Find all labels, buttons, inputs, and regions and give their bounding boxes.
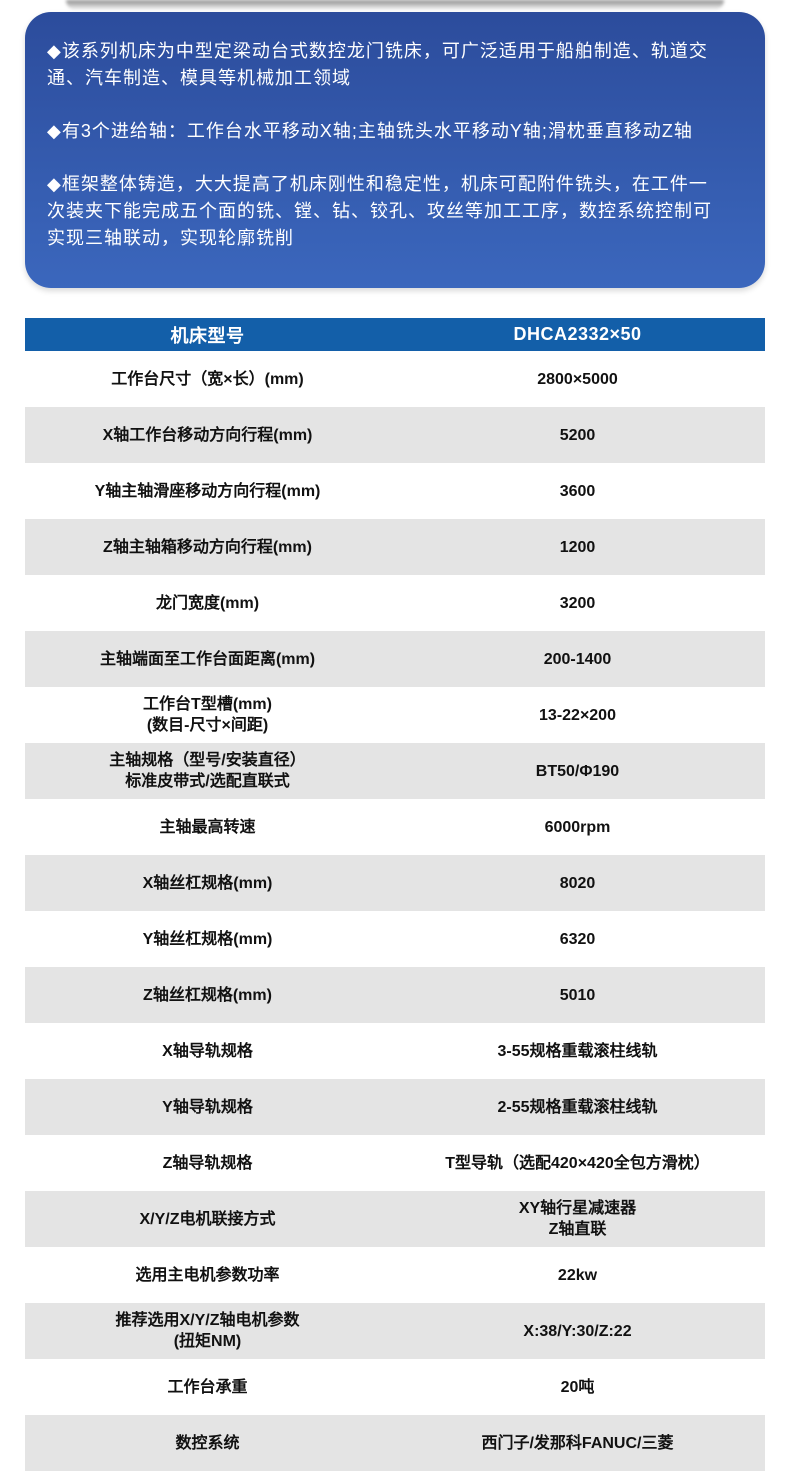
table-row: 主轴规格（型号/安装直径） 标准皮带式/选配直联式 BT50/Φ190 (25, 743, 765, 799)
table-row: 数控系统 西门子/发那科FANUC/三菱 (25, 1415, 765, 1471)
spec-label: 数控系统 (175, 1434, 240, 1452)
table-row: Y轴主轴滑座移动方向行程(mm) 3600 (25, 463, 765, 519)
header-parameter-label: 机床型号 (170, 325, 245, 346)
table-row: Z轴主轴箱移动方向行程(mm) 1200 (25, 519, 765, 575)
spec-value: 5200 (559, 426, 596, 444)
table-row: Z轴导轨规格 T型导轨（选配420×420全包方滑枕） (25, 1135, 765, 1191)
spec-label: 推荐选用X/Y/Z轴电机参数 (扭矩NM) (115, 1312, 300, 1350)
spec-label: X轴导轨规格 (162, 1042, 253, 1060)
table-row: 工作台T型槽(mm) (数目-尺寸×间距) 13-22×200 (25, 687, 765, 743)
spec-label: Z轴导轨规格 (162, 1154, 253, 1172)
spec-label: 工作台T型槽(mm) (数目-尺寸×间距) (143, 696, 272, 734)
spec-label: X/Y/Z电机联接方式 (139, 1210, 276, 1228)
table-row: Z轴丝杠规格(mm) 5010 (25, 967, 765, 1023)
spec-label: 主轴最高转速 (159, 818, 256, 836)
spec-value: 5010 (559, 986, 596, 1004)
spec-label: Z轴主轴箱移动方向行程(mm) (103, 538, 312, 556)
spec-rows: 工作台尺寸（宽×长）(mm) 2800×5000 X轴工作台移动方向行程(mm)… (25, 351, 765, 1471)
spec-label: 选用主电机参数功率 (135, 1266, 280, 1284)
spec-value: T型导轨（选配420×420全包方滑枕） (445, 1154, 710, 1172)
table-row: 主轴最高转速 6000rpm (25, 799, 765, 855)
table-row: Y轴丝杠规格(mm) 6320 (25, 911, 765, 967)
spec-label: Z轴丝杠规格(mm) (143, 986, 272, 1004)
spec-value: 13-22×200 (539, 706, 616, 724)
spec-value: 20吨 (560, 1378, 595, 1396)
intro-bullet-frame: ◆框架整体铸造，大大提高了机床刚性和稳定性，机床可配附件铣头，在工件一 次装夹下… (47, 174, 712, 248)
table-row: X轴导轨规格 3-55规格重载滚柱线轨 (25, 1023, 765, 1079)
table-row: X/Y/Z电机联接方式 XY轴行星减速器 Z轴直联 (25, 1191, 765, 1247)
intro-bullet-axes: ◆有3个进给轴：工作台水平移动X轴;主轴铣头水平移动Y轴;滑枕垂直移动Z轴 (47, 121, 693, 141)
spec-label: 主轴端面至工作台面距离(mm) (99, 650, 316, 668)
table-row: 工作台承重 20吨 (25, 1359, 765, 1415)
table-row: 选用主电机参数功率 22kw (25, 1247, 765, 1303)
spec-value: X:38/Y:30/Z:22 (523, 1322, 632, 1340)
spec-label: X轴工作台移动方向行程(mm) (102, 426, 313, 444)
spec-label: 工作台尺寸（宽×长）(mm) (111, 370, 304, 388)
spec-table-header: 机床型号 DHCA2332×50 (25, 318, 765, 351)
spec-value: 6000rpm (544, 818, 611, 836)
spec-label: Y轴主轴滑座移动方向行程(mm) (94, 482, 321, 500)
spec-value: 200-1400 (543, 650, 612, 668)
spec-value: 西门子/发那科FANUC/三菱 (481, 1434, 674, 1452)
table-row: X轴丝杠规格(mm) 8020 (25, 855, 765, 911)
spec-value: 6320 (559, 930, 596, 948)
spec-label: Y轴丝杠规格(mm) (142, 930, 273, 948)
spec-value: 3200 (559, 594, 596, 612)
spec-value: 3-55规格重载滚柱线轨 (497, 1042, 658, 1060)
spec-value: 22kw (557, 1266, 598, 1284)
spec-label: 工作台承重 (167, 1378, 248, 1396)
spec-label: 龙门宽度(mm) (155, 594, 260, 612)
table-row: 主轴端面至工作台面距离(mm) 200-1400 (25, 631, 765, 687)
spec-value: 2-55规格重载滚柱线轨 (497, 1098, 658, 1116)
spec-value: 3600 (559, 482, 596, 500)
header-model-value: DHCA2332×50 (513, 324, 642, 344)
table-row: 工作台尺寸（宽×长）(mm) 2800×5000 (25, 351, 765, 407)
spec-label: 主轴规格（型号/安装直径） 标准皮带式/选配直联式 (109, 752, 306, 790)
table-row: 推荐选用X/Y/Z轴电机参数 (扭矩NM) X:38/Y:30/Z:22 (25, 1303, 765, 1359)
spec-value: BT50/Φ190 (535, 762, 620, 780)
spec-value: XY轴行星减速器 Z轴直联 (518, 1200, 637, 1238)
table-row: X轴工作台移动方向行程(mm) 5200 (25, 407, 765, 463)
spec-value: 1200 (559, 538, 596, 556)
spec-label: Y轴导轨规格 (162, 1098, 253, 1116)
table-row: 龙门宽度(mm) 3200 (25, 575, 765, 631)
spec-value: 2800×5000 (537, 370, 618, 388)
spec-value: 8020 (559, 874, 596, 892)
top-section-shadow (66, 0, 724, 10)
spec-label: X轴丝杠规格(mm) (142, 874, 273, 892)
intro-bullet-series: ◆该系列机床为中型定梁动台式数控龙门铣床，可广泛适用于船舶制造、轨道交 通、汽车… (47, 41, 708, 88)
table-row: Y轴导轨规格 2-55规格重载滚柱线轨 (25, 1079, 765, 1135)
spec-table: 机床型号 DHCA2332×50 工作台尺寸（宽×长）(mm) 2800×500… (25, 318, 765, 1471)
product-intro-card: ◆该系列机床为中型定梁动台式数控龙门铣床，可广泛适用于船舶制造、轨道交 通、汽车… (25, 12, 765, 288)
